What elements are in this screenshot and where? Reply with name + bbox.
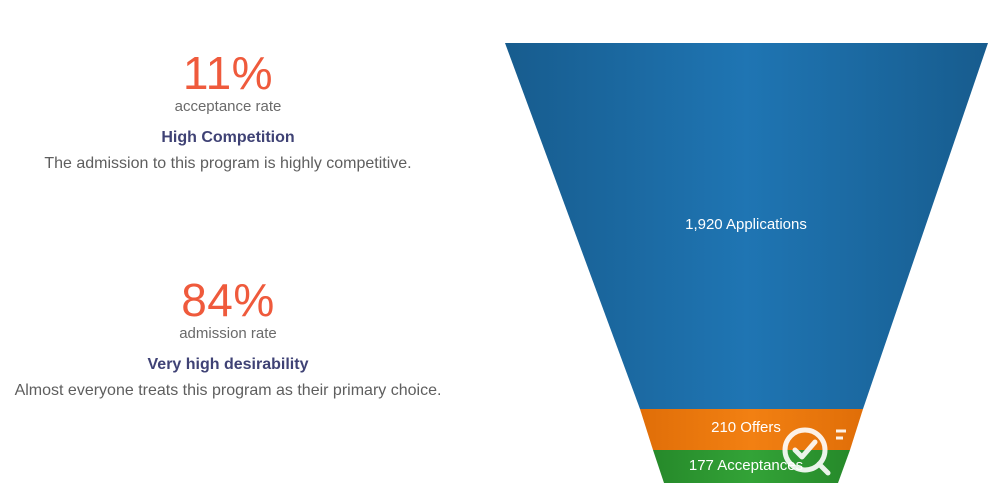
funnel-label-applications: 1,920 Applications <box>685 216 807 233</box>
funnel-segment-offers <box>640 409 863 450</box>
acceptance-description: The admission to this program is highly … <box>44 155 412 172</box>
funnel-segment-applications <box>505 43 988 409</box>
admission-heading: Very high desirability <box>147 356 309 373</box>
funnel-label-offers: 210 Offers <box>711 419 781 436</box>
acceptance-rate-value: 11% <box>182 47 274 99</box>
acceptance-rate-caption: acceptance rate <box>174 98 282 115</box>
acceptance-stat: 11% acceptance rate High Competition The… <box>0 48 456 174</box>
acceptance-heading: High Competition <box>161 129 295 146</box>
admission-stat: 84% admission rate Very high desirabilit… <box>0 275 456 401</box>
admission-rate-caption: admission rate <box>179 325 277 342</box>
check-badge-icon <box>782 427 846 476</box>
admission-description: Almost everyone treats this program as t… <box>14 382 442 399</box>
funnel-label-acceptances: 177 Acceptances <box>689 457 803 474</box>
admission-rate-value: 84% <box>181 274 275 326</box>
